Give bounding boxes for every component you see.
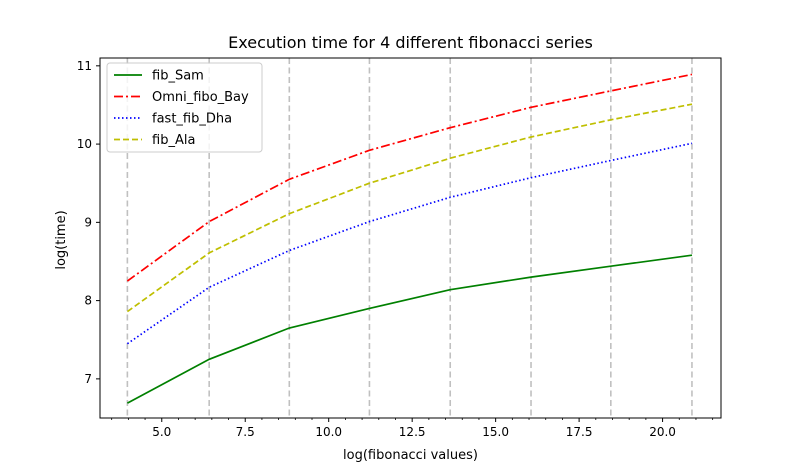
x-tick-label: 10.0 — [315, 425, 342, 439]
y-tick-label: 11 — [77, 59, 92, 73]
y-tick-label: 9 — [84, 215, 92, 229]
series-line-fib_Sam — [126, 254, 693, 404]
legend-label: Omni_fibo_Bay — [152, 90, 249, 105]
legend-label: fast_fib_Dha — [152, 112, 232, 127]
x-tick-label: 5.0 — [152, 425, 171, 439]
x-tick-label: 17.5 — [566, 425, 593, 439]
legend-label: fib_Ala — [152, 133, 195, 148]
x-tick-label: 7.5 — [236, 425, 255, 439]
y-tick-label: 10 — [77, 137, 92, 151]
legend-box — [106, 62, 263, 153]
x-tick-label: 20.0 — [649, 425, 676, 439]
axes-frame — [99, 57, 722, 419]
series-lines — [126, 73, 693, 404]
legend: fib_Sam Omni_fibo_Bay fast_fib_Dha fib_Ala — [106, 62, 263, 153]
y-tick-label: 7 — [84, 372, 92, 386]
y-tick-label: 8 — [84, 294, 92, 308]
x-tick-label: 15.0 — [482, 425, 509, 439]
series-line-fast_fib_Dha — [126, 142, 693, 345]
y-axis-label: log(time) — [54, 210, 69, 269]
series-line-fib_Ala — [126, 103, 693, 313]
y-axis-ticks: 7 8 9 10 11 — [77, 59, 100, 386]
x-tick-label: 12.5 — [399, 425, 426, 439]
x-axis-ticks: 5.0 7.5 10.0 12.5 15.0 17.5 20.0 — [111, 418, 714, 439]
chart-title: Execution time for 4 different fibonacci… — [228, 33, 593, 52]
series-line-Omni_fibo_Bay — [126, 73, 693, 282]
x-axis-label: log(fibonacci values) — [343, 448, 478, 463]
legend-label: fib_Sam — [152, 69, 204, 84]
